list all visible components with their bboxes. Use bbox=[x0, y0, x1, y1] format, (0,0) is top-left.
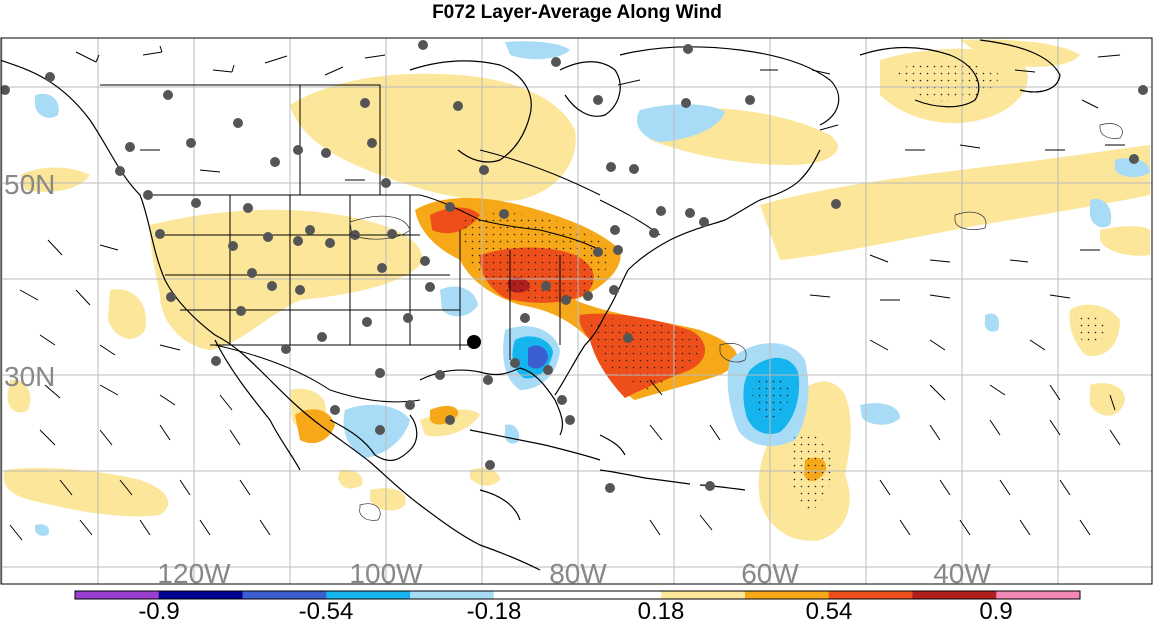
colorbar-label: 0.18 bbox=[638, 598, 685, 622]
anomaly-royal-blue bbox=[528, 345, 548, 369]
lat-lon-grid bbox=[1, 38, 1152, 584]
map-plot-area bbox=[1, 38, 1152, 584]
colorbar-segment bbox=[326, 591, 411, 599]
colorbar-segment bbox=[577, 591, 662, 599]
colorbar-segment bbox=[828, 591, 913, 599]
colorbar-label: 0.9 bbox=[979, 598, 1012, 622]
station-markers bbox=[1, 40, 1148, 493]
lat-label-50n: 50N bbox=[4, 169, 55, 200]
map-title: F072 Layer-Average Along Wind bbox=[432, 2, 722, 23]
colorbar-segment bbox=[661, 591, 746, 599]
colorbar-segment bbox=[996, 591, 1081, 599]
colorbar-segments bbox=[75, 591, 1081, 599]
colorbar-label: -0.54 bbox=[299, 598, 354, 622]
colorbar-segment bbox=[745, 591, 830, 599]
colorbar-label: -0.9 bbox=[138, 598, 179, 622]
colorbar-label: 0.54 bbox=[806, 598, 853, 622]
contour-lines bbox=[349, 123, 1123, 521]
colorbar-segment bbox=[410, 591, 495, 599]
latitude-labels: 50N 30N bbox=[4, 169, 55, 392]
political-boundaries bbox=[100, 84, 661, 403]
colorbar-segment bbox=[75, 591, 160, 599]
colorbar-label: -0.18 bbox=[467, 598, 522, 622]
colorbar: -0.9 -0.54 -0.18 0.18 0.54 0.9 bbox=[74, 590, 1081, 622]
colorbar-segment bbox=[242, 591, 327, 599]
coastlines bbox=[1, 39, 1061, 571]
colorbar-frame bbox=[74, 590, 1081, 600]
map-frame bbox=[0, 37, 1153, 585]
colorbar-segment bbox=[912, 591, 997, 599]
lat-label-30n: 30N bbox=[4, 361, 55, 392]
colorbar-segment bbox=[493, 591, 578, 599]
colorbar-segment bbox=[158, 591, 243, 599]
wind-barbs bbox=[9, 45, 1125, 541]
